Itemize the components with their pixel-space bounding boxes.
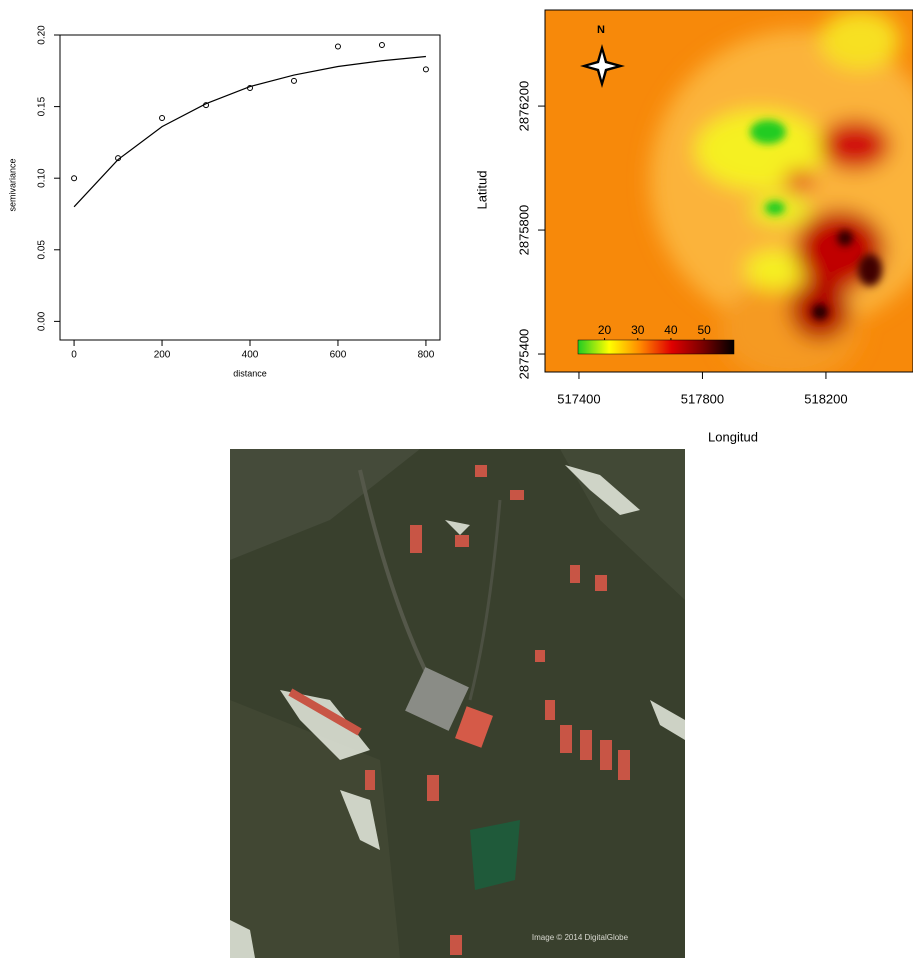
point: [160, 116, 165, 121]
colorbar: [578, 340, 734, 354]
x-tick-label: 200: [154, 350, 171, 361]
y-tick-label: 0.05: [37, 240, 48, 260]
point: [379, 43, 384, 48]
plot-frame: [60, 35, 440, 340]
y-tick-label: 0.20: [37, 25, 48, 45]
x-axis-label: distance: [233, 368, 267, 378]
point: [335, 44, 340, 49]
point: [423, 67, 428, 72]
point: [72, 176, 77, 181]
x-tick-label: 0: [71, 350, 77, 361]
satellite-image: Image © 2014 DigitalGlobe: [230, 449, 685, 958]
y-axis-label: semivariance: [7, 158, 17, 211]
x-tick-label: 518200: [804, 391, 847, 406]
y-axis-label: Latitud: [474, 170, 489, 209]
colorbar-tick-label: 20: [598, 323, 612, 337]
x-tick-label: 400: [242, 350, 259, 361]
x-tick-label: 517800: [681, 391, 724, 406]
y-tick-label: 0.15: [37, 96, 48, 116]
y-tick-label: 2875800: [516, 205, 531, 256]
figure: N: [0, 0, 913, 958]
y-tick-label: 0.00: [37, 311, 48, 331]
colorbar-tick-label: 30: [631, 323, 645, 337]
x-tick-label: 600: [330, 350, 347, 361]
colorbar-tick-label: 40: [664, 323, 678, 337]
x-axis-label: Longitud: [708, 429, 758, 444]
x-tick-label: 800: [418, 350, 435, 361]
x-tick-label: 517400: [557, 391, 600, 406]
north-label: N: [597, 24, 605, 36]
y-tick-label: 2876200: [516, 81, 531, 132]
point: [291, 78, 296, 83]
image-credit: Image © 2014 DigitalGlobe: [532, 933, 629, 942]
fit-line: [74, 56, 426, 206]
colorbar-tick-label: 50: [697, 323, 711, 337]
y-tick-label: 0.10: [37, 168, 48, 188]
y-tick-label: 2875400: [516, 329, 531, 380]
